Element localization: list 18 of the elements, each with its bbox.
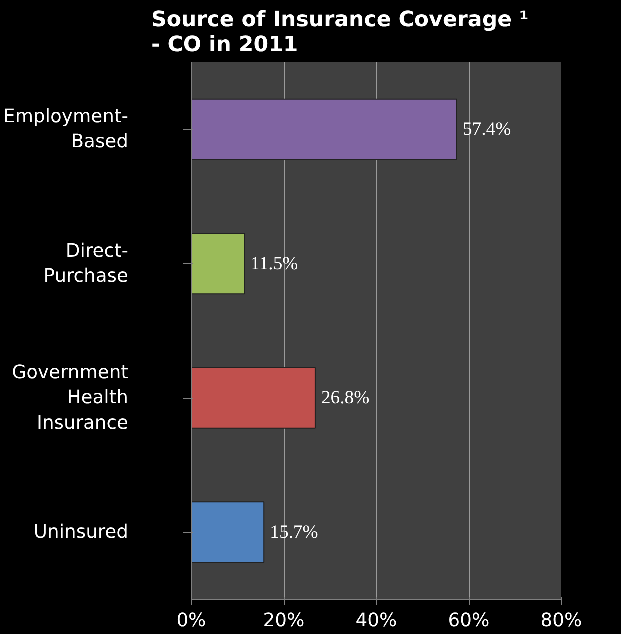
y-tick-label: Direct- Purchase: [44, 240, 128, 287]
bar: [192, 233, 246, 295]
bar: [192, 367, 316, 429]
data-label: 57.4%: [462, 119, 512, 140]
x-tick-label: 80%: [540, 610, 582, 632]
data-label: 15.7%: [270, 522, 318, 543]
chart-title: Source of Insurance Coverage ¹ - CO in 2011: [152, 8, 529, 58]
y-tick-label: Employment- Based: [4, 106, 129, 153]
x-tick-label: 60%: [448, 610, 490, 632]
x-tick-label: 20%: [263, 610, 305, 632]
y-tick-label: Government Health Insurance: [12, 362, 129, 434]
bar: [192, 98, 458, 160]
data-label: 26.8%: [321, 388, 370, 409]
data-label: 11.5%: [250, 253, 298, 274]
x-tick-label: 40%: [356, 610, 398, 632]
y-tick-label: Uninsured: [34, 522, 129, 543]
bar: [192, 502, 265, 564]
x-tick-label: 0%: [176, 610, 206, 632]
